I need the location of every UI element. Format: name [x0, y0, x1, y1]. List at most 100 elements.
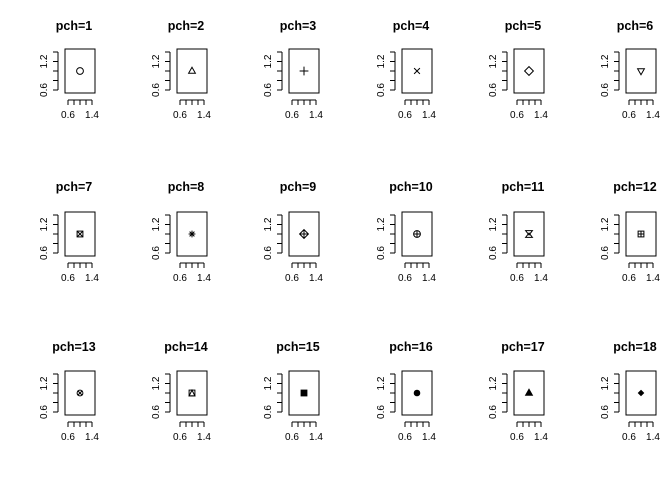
x-tick-label: 1.4 [646, 432, 660, 443]
panel-pch-8: pch=8 0.6 1.4 0.6 1.2 [151, 180, 211, 284]
plot-frame [514, 212, 544, 256]
x-tick-label: 0.6 [173, 432, 187, 443]
panel-pch-14: pch=14 0.6 1.4 0.6 1.2 [151, 340, 211, 443]
y-tick-label: 0.6 [151, 246, 162, 260]
point-pch-3 [300, 67, 309, 76]
panel-pch-1: pch=1 0.6 1.4 0.6 1.2 [39, 19, 99, 121]
point-pch-10 [414, 231, 421, 238]
x-tick-label: 1.4 [422, 273, 436, 284]
y-tick-label: 0.6 [263, 83, 274, 97]
panel-title: pch=12 [613, 180, 656, 194]
panel-title: pch=1 [56, 19, 93, 33]
point-pch-1 [77, 68, 84, 75]
y-tick-label: 1.2 [263, 54, 274, 68]
x-tick-label: 0.6 [173, 110, 187, 121]
y-tick-label: 0.6 [39, 83, 50, 97]
y-tick-label: 1.2 [376, 376, 387, 390]
y-tick-label: 1.2 [488, 54, 499, 68]
y-tick-label: 1.2 [600, 217, 611, 231]
panel-pch-13: pch=13 0.6 1.4 0.6 1.2 [39, 340, 99, 443]
x-tick-label: 0.6 [398, 432, 412, 443]
point-pch-15 [301, 390, 307, 396]
panel-title: pch=5 [505, 19, 542, 33]
panel-title: pch=16 [389, 340, 432, 354]
panel-pch-15: pch=15 0.6 1.4 0.6 1.2 [263, 340, 323, 443]
panel-pch-2: pch=2 0.6 1.4 0.6 1.2 [151, 19, 211, 121]
panel-title: pch=8 [168, 180, 205, 194]
y-tick-label: 0.6 [376, 405, 387, 419]
y-tick-label: 1.2 [39, 217, 50, 231]
plot-frame [65, 49, 95, 93]
panel-pch-7: pch=7 0.6 1.4 0.6 1.2 [39, 180, 99, 284]
plot-frame [177, 49, 207, 93]
y-tick-label: 0.6 [376, 246, 387, 260]
x-tick-label: 1.4 [309, 110, 323, 121]
y-tick-label: 1.2 [151, 217, 162, 231]
x-tick-label: 0.6 [398, 110, 412, 121]
y-tick-label: 0.6 [600, 83, 611, 97]
panel-pch-9: pch=9 0.6 1.4 0.6 1.2 [263, 180, 323, 284]
y-tick-label: 1.2 [376, 217, 387, 231]
x-tick-label: 1.4 [85, 432, 99, 443]
y-tick-label: 0.6 [263, 246, 274, 260]
x-tick-label: 1.4 [85, 110, 99, 121]
point-pch-4 [414, 68, 420, 74]
x-tick-label: 1.4 [197, 273, 211, 284]
plot-frame [514, 49, 544, 93]
x-tick-label: 1.4 [309, 273, 323, 284]
y-tick-label: 0.6 [600, 246, 611, 260]
x-tick-label: 1.4 [197, 110, 211, 121]
y-tick-label: 1.2 [151, 54, 162, 68]
y-tick-label: 1.2 [151, 376, 162, 390]
y-tick-label: 0.6 [39, 246, 50, 260]
panel-title: pch=3 [280, 19, 317, 33]
panel-title: pch=9 [280, 180, 317, 194]
point-pch-14 [189, 390, 195, 396]
panel-pch-5: pch=50.6 1.40.61.2 [488, 19, 548, 121]
y-tick-label: 1.2 [600, 54, 611, 68]
point-pch-18 [638, 390, 643, 395]
y-tick-label: 0.6 [151, 405, 162, 419]
panel-title: pch=7 [56, 180, 93, 194]
y-tick-label: 0.6 [263, 405, 274, 419]
y-tick-label: 0.6 [600, 405, 611, 419]
point-pch-7 [77, 231, 83, 237]
panel-pch-4: pch=40.6 1.40.61.2 [376, 19, 436, 121]
panel-title: pch=4 [393, 19, 430, 33]
y-tick-label: 1.2 [39, 54, 50, 68]
x-tick-label: 1.4 [646, 273, 660, 284]
panel-title: pch=2 [168, 19, 205, 33]
panel-pch-18: pch=18 0.6 1.4 0.6 1.2 [600, 340, 660, 443]
point-pch-2 [189, 67, 196, 73]
y-tick-label: 0.6 [39, 405, 50, 419]
panel-title: pch=6 [617, 19, 654, 33]
x-tick-label: 1.4 [646, 110, 660, 121]
point-pch-16 [414, 390, 420, 396]
panel-title: pch=11 [502, 180, 545, 194]
panel-pch-16: pch=16 0.6 1.4 0.6 1.2 [376, 340, 436, 443]
y-tick-label: 1.2 [263, 376, 274, 390]
y-tick-label: 1.2 [600, 376, 611, 390]
plot-frame [626, 49, 656, 93]
panel-pch-17: pch=17 0.6 1.4 0.6 1.2 [488, 340, 548, 443]
y-tick-label: 0.6 [151, 83, 162, 97]
x-tick-label: 0.6 [622, 273, 636, 284]
x-tick-label: 0.6 [285, 432, 299, 443]
point-pch-5 [525, 67, 534, 76]
x-tick-label: 1.4 [422, 110, 436, 121]
y-tick-label: 1.2 [39, 376, 50, 390]
point-pch-17 [526, 389, 533, 395]
y-tick-label: 1.2 [488, 376, 499, 390]
x-tick-label: 0.6 [622, 110, 636, 121]
x-tick-label: 1.4 [309, 432, 323, 443]
panel-pch-3: pch=3 0.6 1.4 0.6 1.2 [263, 19, 323, 121]
x-tick-label: 1.4 [534, 273, 548, 284]
x-tick-label: 0.6 [510, 273, 524, 284]
panel-title: pch=17 [501, 340, 544, 354]
x-tick-label: 1.4 [197, 432, 211, 443]
x-tick-label: 0.6 [285, 273, 299, 284]
panel-pch-12: pch=12 0.6 1.4 0.6 1.2 [600, 180, 660, 284]
panel-title: pch=18 [613, 340, 656, 354]
point-pch-13 [77, 390, 83, 396]
x-tick-label: 0.6 [61, 110, 75, 121]
